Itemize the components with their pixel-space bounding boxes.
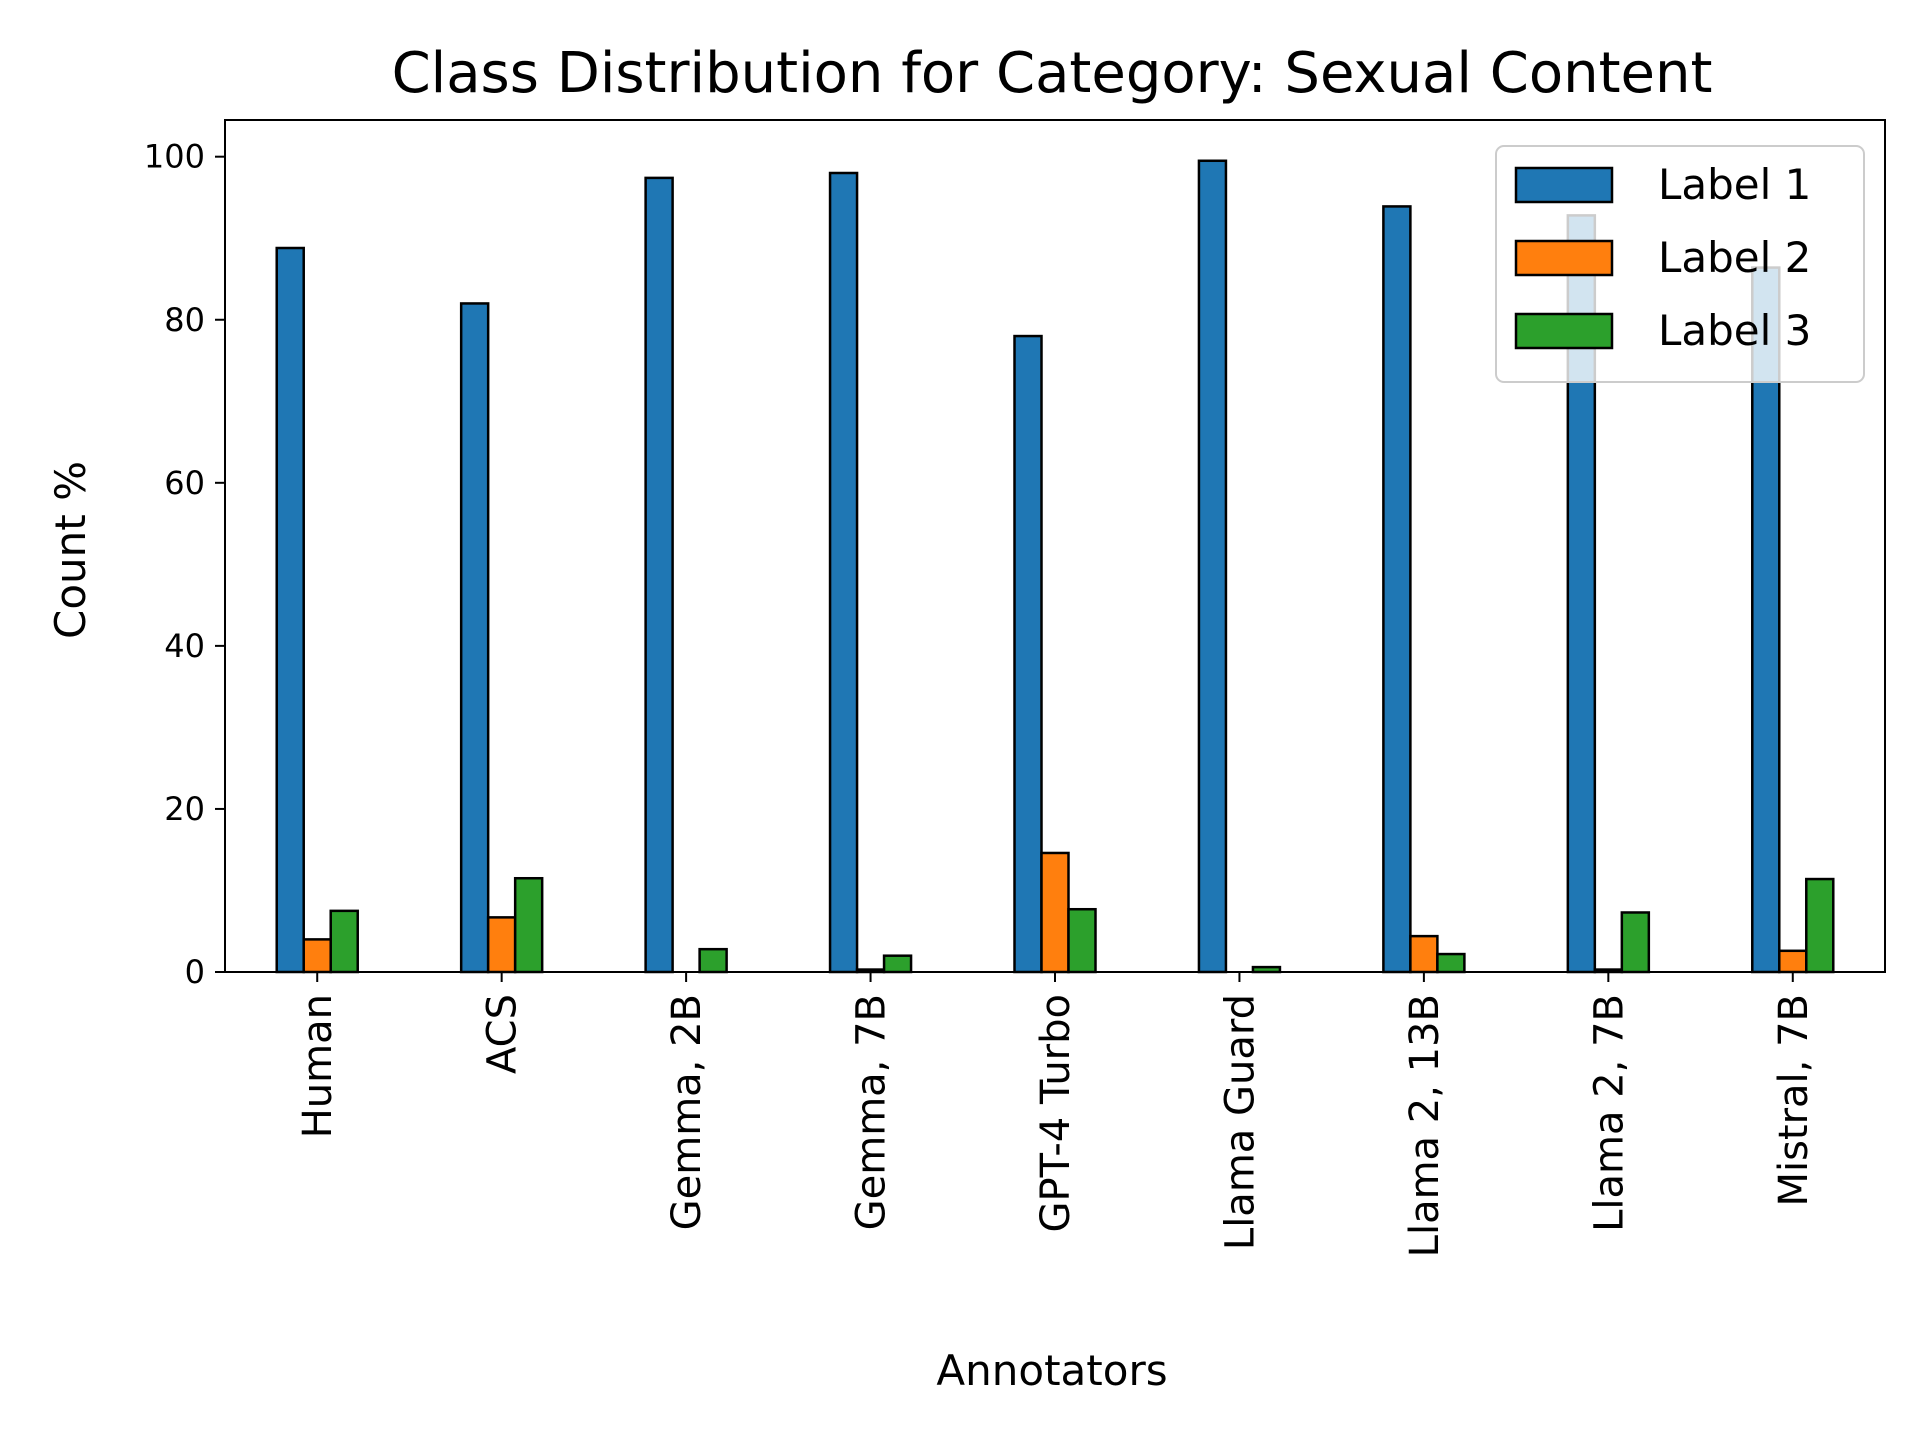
x-tick-label: Llama Guard xyxy=(1217,994,1263,1250)
y-tick-label: 80 xyxy=(164,301,205,339)
x-tick-label: Llama 2, 13B xyxy=(1402,994,1448,1257)
y-tick-label: 60 xyxy=(164,464,205,502)
bar-3-4 xyxy=(882,954,913,974)
x-tick-label: ACS xyxy=(480,994,526,1074)
bar-2-2 xyxy=(486,916,517,974)
legend-label-3: Label 3 xyxy=(1658,306,1811,355)
bar-3-8 xyxy=(1620,911,1651,974)
legend-label-2: Label 2 xyxy=(1658,233,1811,282)
y-tick-label: 20 xyxy=(164,790,205,828)
bar-2-9 xyxy=(1778,949,1808,974)
x-tick-label: GPT-4 Turbo xyxy=(1033,994,1079,1233)
axes-layer: 0 20 40 60 80 100 Human ACS Gemma, 2B Gemma, 7B GP… xyxy=(144,119,1886,1257)
bar-1-7 xyxy=(1382,205,1412,974)
bar-3-7 xyxy=(1436,952,1466,974)
legend-label-1: Label 1 xyxy=(1658,160,1811,209)
bar-2-5 xyxy=(1040,851,1070,974)
legend-swatch-2 xyxy=(1514,239,1614,277)
x-tick-label: Gemma, 7B xyxy=(849,994,895,1230)
bar-3-3 xyxy=(698,947,728,974)
y-tick-label: 100 xyxy=(144,138,205,176)
legend-swatch-3 xyxy=(1514,312,1614,350)
bar-2-1 xyxy=(302,938,332,974)
x-axis-label: Annotators xyxy=(936,1346,1167,1395)
bar-3-1 xyxy=(329,909,359,974)
x-tick-label: Gemma, 2B xyxy=(664,994,710,1230)
x-tick-label: Human xyxy=(295,994,341,1138)
y-axis-label: Count % xyxy=(46,461,95,639)
bar-1-3 xyxy=(644,176,674,974)
y-tick-label: 0 xyxy=(185,953,205,991)
bar-1-4 xyxy=(828,171,859,974)
bar-2-7 xyxy=(1409,934,1439,974)
bar-1-6 xyxy=(1197,159,1228,974)
bar-3-2 xyxy=(513,876,544,974)
x-tick-label: Llama 2, 7B xyxy=(1586,994,1632,1232)
bar-1-2 xyxy=(459,302,490,974)
chart-title: Class Distribution for Category: Sexual … xyxy=(392,41,1713,106)
bars-layer xyxy=(275,159,1835,974)
y-tick-label: 40 xyxy=(164,627,205,665)
bar-1-5 xyxy=(1013,334,1043,974)
x-tick-label: Mistral, 7B xyxy=(1771,994,1817,1207)
bar-3-9 xyxy=(1805,877,1835,974)
legend: Label 1 Label 2 Label 3 xyxy=(1495,145,1865,383)
bar-1-1 xyxy=(275,246,305,974)
legend-swatch-1 xyxy=(1514,166,1614,204)
bar-3-5 xyxy=(1067,907,1097,974)
